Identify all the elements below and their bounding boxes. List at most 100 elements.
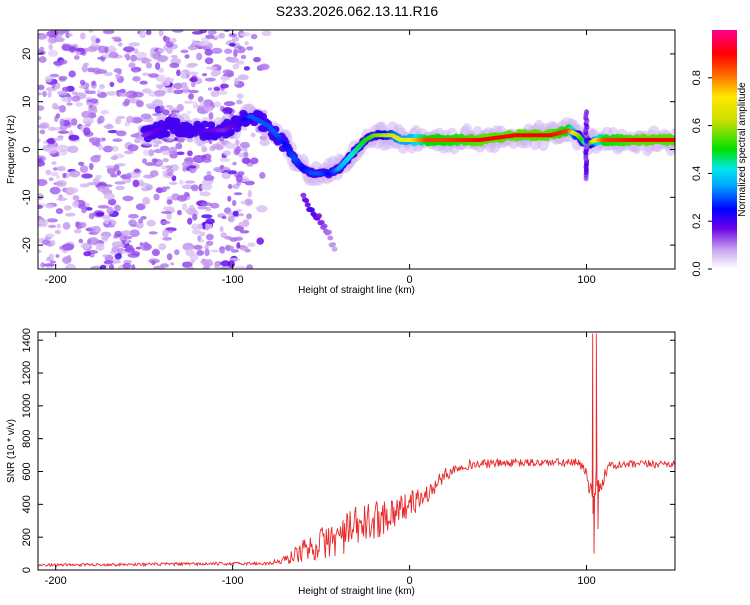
spectrum-cell xyxy=(166,46,173,54)
spectrum-cell xyxy=(220,249,225,254)
y-axis-label: Frequency (Hz) xyxy=(6,115,17,184)
spectrum-cell xyxy=(183,191,190,197)
spectrum-cell xyxy=(205,218,215,225)
spectrum-cell xyxy=(232,63,240,70)
spectrum-cell xyxy=(85,207,93,211)
spectrum-cell xyxy=(111,241,124,248)
spectrum-cell xyxy=(53,167,58,171)
spectrum-cell xyxy=(45,203,54,209)
spectrum-cell xyxy=(207,87,212,91)
spectrum-cell xyxy=(71,118,78,126)
spectrum-cell xyxy=(316,213,322,219)
spectrum-cell xyxy=(162,229,169,238)
spectrum-cell xyxy=(123,53,130,59)
spectrum-cell xyxy=(38,179,48,186)
spectrum-cell xyxy=(114,230,123,238)
spectrum-cell xyxy=(142,158,148,164)
spectrum-cell xyxy=(168,146,177,155)
spectrum-cell xyxy=(46,30,59,38)
spectrum-cell xyxy=(227,260,235,269)
spectrum-cell xyxy=(54,229,61,235)
spectrum-cell xyxy=(62,243,74,251)
spectrum-cell xyxy=(115,73,121,80)
spectrum-cell xyxy=(54,105,61,110)
spectrum-cell xyxy=(197,96,204,103)
spectrum-cell xyxy=(325,229,332,235)
spectrum-cell xyxy=(38,116,42,120)
spectrum-cell xyxy=(202,73,208,77)
spectrum-cell xyxy=(49,73,60,78)
spectrum-cell xyxy=(140,242,152,251)
spectrum-cell xyxy=(38,105,45,111)
spectrum-cell xyxy=(204,57,214,65)
spectrum-cell xyxy=(45,87,58,92)
spectrum-cell xyxy=(217,90,228,95)
spectrum-cell xyxy=(55,180,67,188)
spectrum-cell xyxy=(71,91,78,95)
x-tick-label: 100 xyxy=(577,274,595,286)
spectrum-cell xyxy=(203,174,215,181)
spectrum-cell xyxy=(46,218,58,223)
spectrum-cell xyxy=(122,195,134,202)
spectrum-cell xyxy=(221,172,231,180)
spectrum-cell xyxy=(157,47,164,53)
spectrum-cell xyxy=(61,86,70,92)
figure-title: S233.2026.062.13.11.R16 xyxy=(276,3,439,19)
spectrum-cell xyxy=(38,219,44,225)
spectrum-cell xyxy=(79,222,87,228)
spectrum-cell xyxy=(117,71,122,75)
spectrum-cell xyxy=(228,33,237,38)
y-tick-label: 20 xyxy=(21,48,33,60)
spectrum-cell xyxy=(140,215,147,220)
spectrum-cell xyxy=(158,30,164,37)
spectrum-cell xyxy=(99,84,105,90)
spectrum-cell xyxy=(87,46,98,53)
snr-panel: -200 -100 0 1000200400600800100012001400Hei… xyxy=(6,328,676,597)
spectrum-cell xyxy=(81,110,92,119)
spectrum-cell xyxy=(222,107,233,115)
spectrum-cell xyxy=(120,230,132,236)
spectrum-cell xyxy=(187,45,198,51)
spectrum-cell xyxy=(88,212,95,220)
spectrum-cell xyxy=(51,78,58,85)
spectrum-cell xyxy=(110,155,119,160)
spectrum-cell xyxy=(213,86,221,92)
spectrum-cell xyxy=(259,139,271,147)
spectrum-cell xyxy=(259,63,270,71)
spectrum-cell xyxy=(250,132,256,138)
spectrum-cell xyxy=(162,158,169,163)
spectrum-cell xyxy=(78,85,86,89)
colorbar-tick-label: 0.8 xyxy=(691,70,703,85)
spectrum-cell xyxy=(308,207,315,213)
spectrum-cell xyxy=(146,219,156,227)
spectrum-cell xyxy=(171,175,177,182)
spectrum-cell xyxy=(199,101,206,107)
spectrum-cell xyxy=(153,148,163,154)
spectrum-cell xyxy=(72,200,79,208)
y-tick-label: 200 xyxy=(21,528,33,546)
spectrum-cell xyxy=(227,57,240,63)
spectrum-cell xyxy=(170,54,178,59)
spectrum-cell xyxy=(55,208,64,215)
spectrum-cell xyxy=(136,100,144,108)
spectrum-cell xyxy=(48,224,57,228)
spectrum-cell xyxy=(130,54,138,62)
spectrum-cell xyxy=(38,138,41,143)
spectrum-cell xyxy=(195,41,207,46)
spectrum-cell xyxy=(207,30,217,35)
spectrum-cell xyxy=(97,115,105,124)
spectrum-cell xyxy=(38,193,45,200)
x-tick-label: -200 xyxy=(45,274,67,286)
spectrum-cell xyxy=(133,48,139,54)
spectrum-cell xyxy=(44,219,49,225)
spectrum-cell xyxy=(38,249,43,253)
spectrum-cell xyxy=(671,137,675,142)
spectrum-cell xyxy=(95,212,105,217)
spectrum-cell xyxy=(201,180,213,186)
spectrum-cell xyxy=(169,181,178,185)
spectrum-cell xyxy=(204,226,210,231)
spectrum-cell xyxy=(122,46,135,53)
spectrum-cell xyxy=(227,195,232,202)
spectrum-cell xyxy=(54,137,64,141)
